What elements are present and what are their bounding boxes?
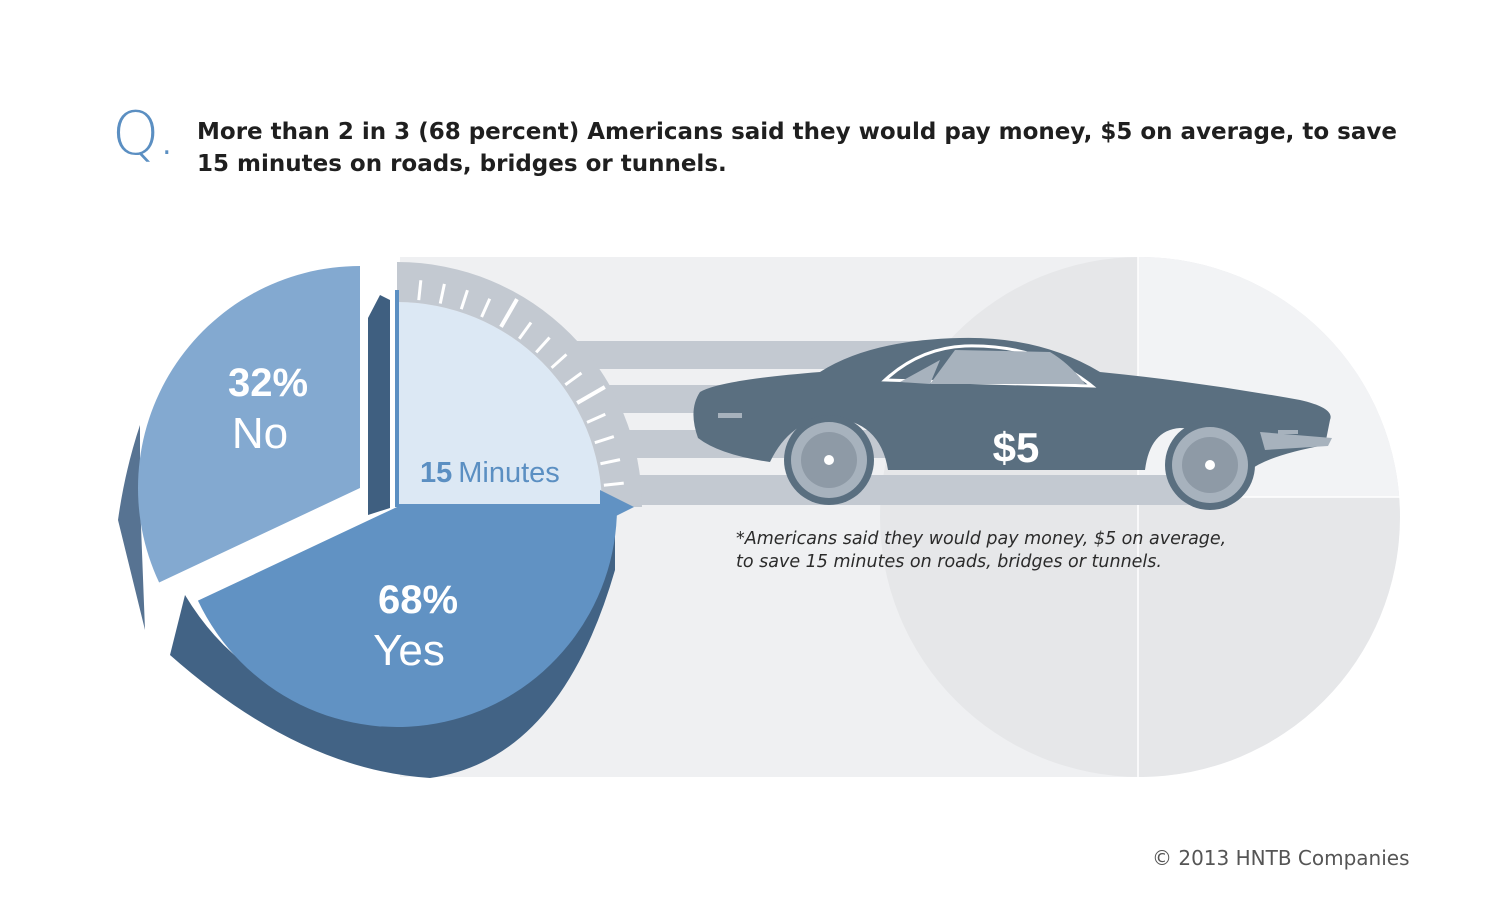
footnote-line-2: to save 15 minutes on roads, bridges or …	[736, 552, 1162, 572]
minutes-arrow-head	[600, 490, 634, 524]
pie-side-no	[118, 425, 145, 630]
minute-tick	[564, 371, 583, 386]
minute-tick	[576, 385, 606, 405]
minute-tick	[499, 298, 519, 328]
minute-tick	[600, 458, 621, 466]
minute-tick	[518, 321, 533, 340]
question-text: More than 2 in 3 (68 percent) Americans …	[197, 119, 1397, 177]
pie-chart	[118, 262, 642, 778]
price-label: $5	[993, 424, 1040, 471]
footnote: *Americans said they would pay money, $5…	[736, 528, 1226, 574]
pie-category-label-no: No	[232, 409, 288, 458]
minute-tick	[535, 336, 551, 354]
pie-value-label-no: 32%	[228, 361, 308, 405]
question-marker: Q.	[112, 99, 176, 169]
minute-tick	[586, 412, 606, 424]
minute-tick	[438, 283, 446, 304]
minute-ticks	[417, 280, 624, 487]
car-front-wheel	[784, 415, 874, 505]
pie-side-yes	[170, 505, 615, 778]
minute-tick	[594, 435, 615, 445]
minute-tick	[417, 280, 423, 301]
car-rear-wheel	[1165, 420, 1255, 510]
minute-tick	[603, 481, 624, 487]
pie-value-label-yes: 68%	[378, 578, 458, 622]
minutes-label: 15 Minutes	[420, 457, 560, 489]
footnote-line-1: *Americans said they would pay money, $5…	[736, 529, 1227, 549]
pie-category-label-yes: Yes	[373, 626, 445, 675]
minutes-label-number: 15	[420, 457, 452, 489]
minute-tick	[480, 298, 492, 318]
minute-tick	[459, 289, 469, 310]
minutes-wedge	[397, 302, 602, 507]
car-icon	[693, 337, 1332, 510]
pie-slice-no	[137, 266, 360, 583]
minutes-label-unit: Minutes	[458, 457, 560, 489]
copyright: © 2013 HNTB Companies	[1152, 846, 1410, 870]
pie-separator	[368, 295, 390, 515]
pie-slice-yes	[197, 507, 617, 728]
minute-tick	[550, 353, 568, 369]
